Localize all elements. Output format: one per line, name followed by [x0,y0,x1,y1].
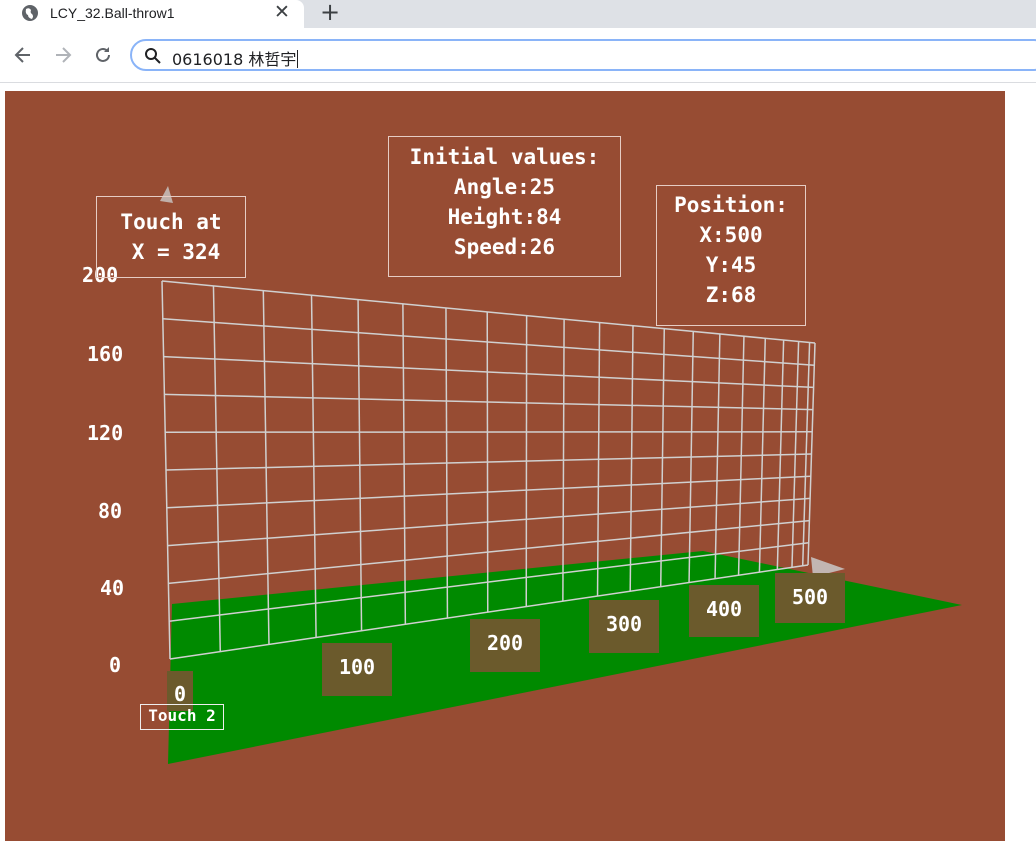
initial-title: Initial values: [409,145,600,169]
touch-info-box: Touch at X = 324 [96,196,246,278]
grid-line [562,319,565,602]
x-marker-box [689,585,759,637]
x-axis-label: 200 [487,631,523,655]
browser-toolbar: 0616018 林哲宇 [0,28,1036,83]
x-axis-label: 0 [174,682,186,706]
reload-icon[interactable] [92,44,114,66]
position-title: Position: [674,193,788,217]
close-icon[interactable]: ✕ [274,1,290,23]
grid-line [310,295,317,638]
touch2-label: Touch 2 [140,704,224,730]
grid-line [486,311,489,613]
address-bar[interactable]: 0616018 林哲宇 [130,39,1036,71]
x-axis-label: 500 [792,585,828,609]
search-icon [145,48,161,64]
initial-angle: Angle:25 [453,175,556,199]
grid-line [801,342,811,566]
ground-plane [168,551,962,764]
grid-line [807,342,816,566]
y-axis-label: 120 [87,421,123,445]
x-marker-box [470,619,540,672]
y-axis-label: 80 [98,499,122,523]
grid-line [167,497,811,547]
grid-line [596,322,601,597]
grid-line [161,280,171,660]
grid-line [212,285,222,652]
grid-line [758,338,767,573]
x-marker-box [775,573,845,623]
y-axis-label: 200 [82,263,118,287]
address-text[interactable]: 0616018 林哲宇 [172,46,298,70]
grid-line [166,475,811,509]
initial-values-box: Initial values: Angle:25 Height:84 Speed… [388,136,621,277]
grid-line [776,340,785,570]
grid-line [164,393,813,411]
grid-line [168,519,810,585]
y-axis-arrow [160,186,173,203]
grid-line [169,564,809,660]
grid-line [714,333,721,579]
tab-strip: LCY_32.Ball-throw1 ✕ + [0,0,1036,28]
tab-title: LCY_32.Ball-throw1 [50,5,175,21]
y-axis-label: 0 [109,653,121,677]
x-axis-label: 400 [706,597,742,621]
scene-canvas[interactable]: 200 160 120 80 40 0 0 100 200 300 400 500 Touch at… [5,91,1005,841]
y-axis-label: 40 [100,576,124,600]
initial-height: Height:84 [447,205,562,229]
x-axis-arrow [811,557,845,577]
grid-line [163,355,814,389]
globe-icon [22,5,38,21]
x-axis-label: 100 [339,655,375,679]
active-tab[interactable]: LCY_32.Ball-throw1 ✕ [0,0,304,28]
position-z: Z:68 [705,283,757,307]
back-arrow-icon[interactable] [12,44,34,66]
position-y: Y:45 [705,253,757,277]
grid-line [165,453,812,471]
grid-line [262,290,270,645]
grid-line [445,307,449,619]
position-x: X:500 [699,223,763,247]
grid-line [791,341,800,568]
x-axis-markers: 0 100 200 300 400 500 [167,573,845,711]
forward-arrow-icon[interactable] [52,44,74,66]
grid-line [688,331,695,583]
grid-line [402,303,407,625]
grid-line [169,542,809,622]
x-marker-box [589,600,659,653]
grid-line [629,325,634,592]
touch-line2: X = 324 [131,240,221,264]
touch-line1: Touch at [120,210,222,234]
y-axis-label: 160 [87,342,123,366]
y-axis-labels: 200 160 120 80 40 0 [82,263,124,677]
x-axis-label: 300 [606,612,642,636]
grid-line [357,299,363,631]
x-marker-box [322,643,392,696]
initial-speed: Speed:26 [453,235,556,259]
grid-line [659,328,666,587]
position-box: Position: X:500 Y:45 Z:68 [656,185,806,326]
grid-wall [161,280,816,660]
grid-line [161,280,816,344]
grid-line [162,318,815,366]
grid-line [737,336,745,576]
plus-icon[interactable]: + [320,0,341,26]
